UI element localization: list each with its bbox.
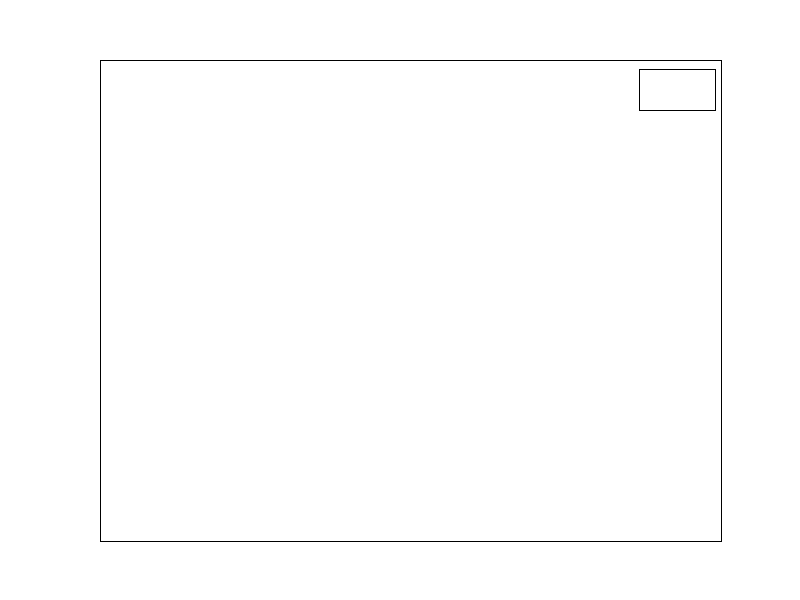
legend-entry-tp bbox=[648, 76, 707, 86]
fp-color-swatch bbox=[648, 94, 675, 104]
plot-area bbox=[100, 60, 722, 542]
tp-color-swatch bbox=[648, 76, 675, 86]
legend-entry-fp bbox=[648, 94, 707, 104]
legend bbox=[639, 69, 716, 111]
